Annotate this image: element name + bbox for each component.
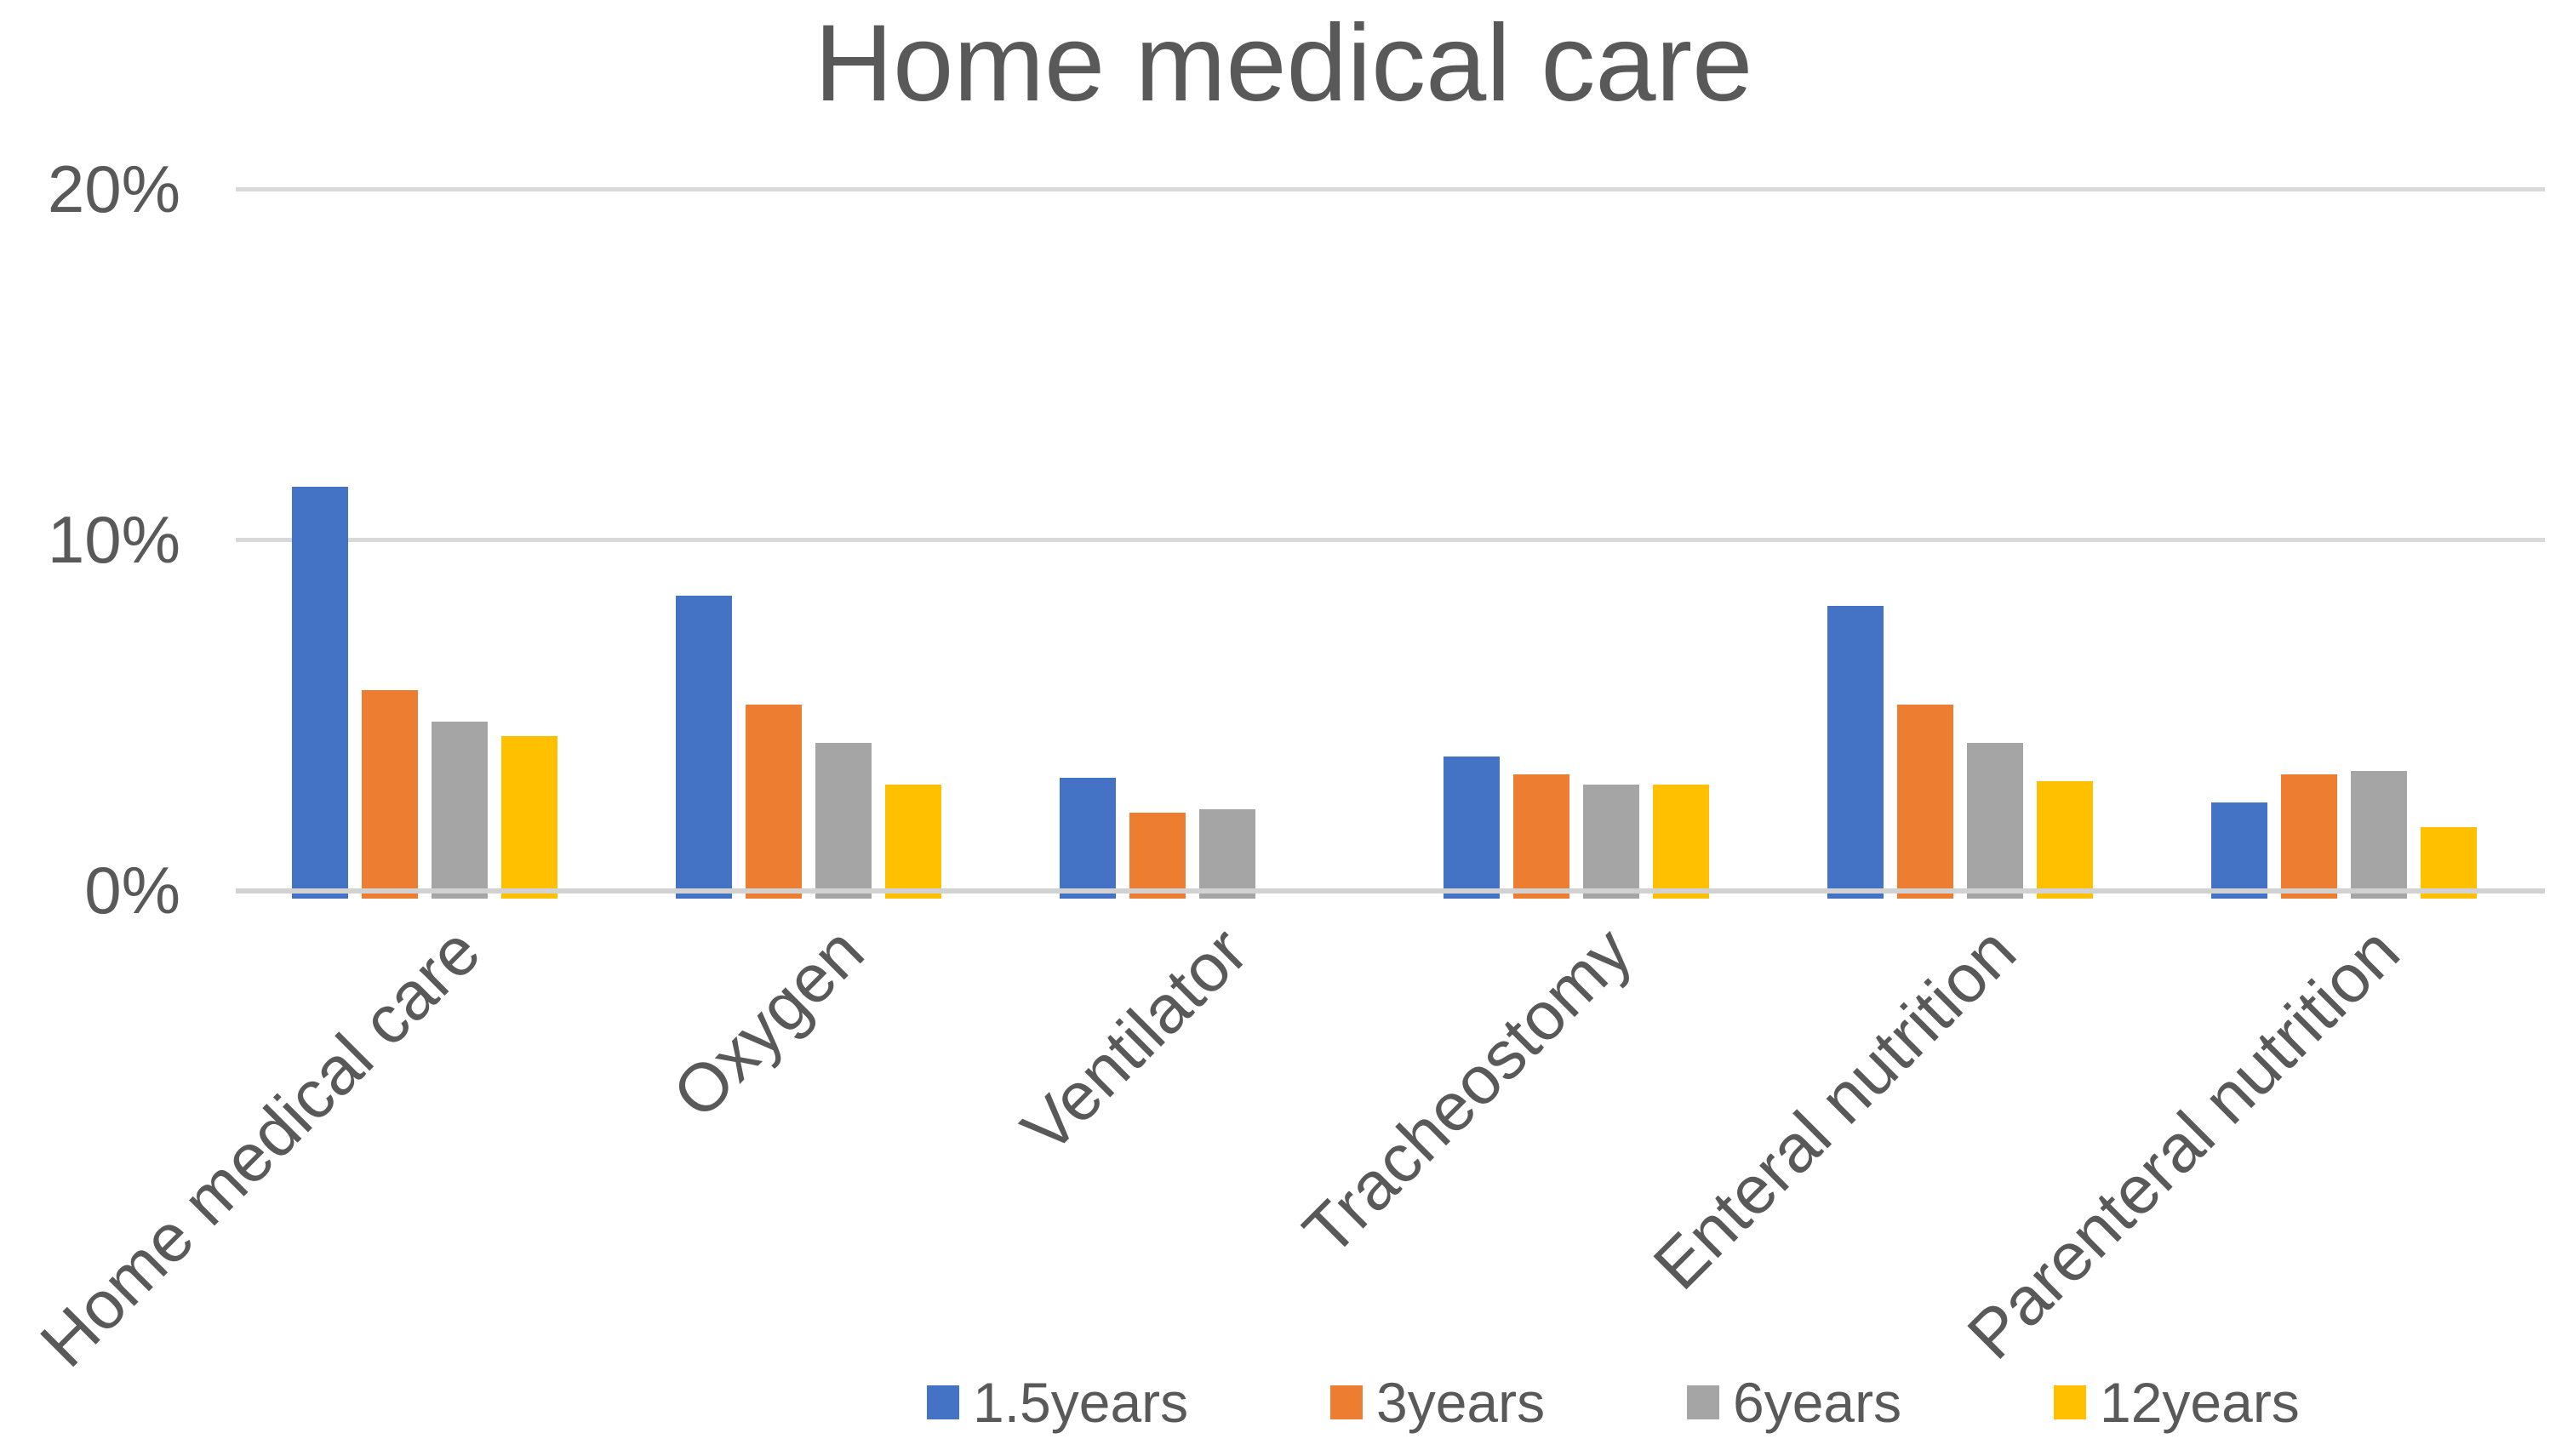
bar-12years-home-medical-care xyxy=(501,735,557,899)
x-tick-label-home-medical-care: Home medical care xyxy=(26,912,495,1381)
x-tick-label-tracheostomy: Tracheostomy xyxy=(1289,912,1646,1270)
bar-3years-tracheostomy xyxy=(1513,774,1569,899)
legend-swatch-icon-12years xyxy=(2054,1385,2086,1419)
x-tick-label-ventilator: Ventilator xyxy=(1007,912,1262,1168)
gridline-20pct xyxy=(236,187,2545,191)
bar-12years-parenteral-nutrition xyxy=(2421,826,2477,899)
bar-3years-home-medical-care xyxy=(362,690,418,899)
legend-swatch-icon-3years xyxy=(1330,1385,1363,1419)
bar-1-5years-oxygen xyxy=(676,595,732,899)
gridline-10pct xyxy=(236,538,2545,542)
legend-swatch-icon-6years xyxy=(1687,1385,1719,1419)
legend-label-3years: 3years xyxy=(1376,1371,1546,1434)
legend-label-12years: 12years xyxy=(2100,1371,2300,1434)
bar-3years-parenteral-nutrition xyxy=(2281,774,2337,899)
legend-label-1-5years: 1.5years xyxy=(973,1371,1189,1434)
bar-3years-enteral-nutrition xyxy=(1897,704,1953,899)
bar-6years-home-medical-care xyxy=(432,722,488,899)
bar-3years-ventilator xyxy=(1129,813,1186,899)
y-tick-label-0pct: 0% xyxy=(84,853,180,928)
x-tick-label-enteral-nutrition: Enteral nutrition xyxy=(1638,912,2030,1304)
bar-6years-enteral-nutrition xyxy=(1967,742,2023,899)
legend-label-6years: 6years xyxy=(1733,1371,1902,1434)
x-tick-label-parenteral-nutrition: Parenteral nutrition xyxy=(1952,912,2414,1373)
legend-item-1-5years: 1.5years xyxy=(927,1371,1189,1434)
y-tick-label-10pct: 10% xyxy=(47,502,180,577)
bar-6years-tracheostomy xyxy=(1583,785,1639,899)
bar-1-5years-home-medical-care xyxy=(292,487,348,899)
legend-item-12years: 12years xyxy=(2054,1371,2300,1434)
bar-6years-parenteral-nutrition xyxy=(2351,770,2407,899)
legend-item-6years: 6years xyxy=(1687,1371,1902,1434)
legend-item-3years: 3years xyxy=(1330,1371,1546,1434)
bar-3years-oxygen xyxy=(746,704,802,899)
bar-1-5years-parenteral-nutrition xyxy=(2211,802,2267,899)
bar-12years-oxygen xyxy=(885,785,941,899)
chart-legend: 1.5years 3years 6years 12years xyxy=(0,1371,2567,1440)
bar-12years-tracheostomy xyxy=(1653,785,1709,899)
bar-1-5years-enteral-nutrition xyxy=(1827,606,1884,899)
y-tick-label-20pct: 20% xyxy=(47,151,180,226)
chart-title: Home medical care xyxy=(814,3,1753,124)
bar-6years-ventilator xyxy=(1199,809,1255,899)
bar-1-5years-tracheostomy xyxy=(1444,757,1500,899)
bar-1-5years-ventilator xyxy=(1060,778,1116,899)
x-tick-label-oxygen: Oxygen xyxy=(658,912,878,1133)
legend-swatch-icon-1-5years xyxy=(927,1385,959,1419)
x-axis-line xyxy=(236,888,2545,894)
bar-12years-enteral-nutrition xyxy=(2037,781,2093,899)
bar-6years-oxygen xyxy=(815,742,872,899)
